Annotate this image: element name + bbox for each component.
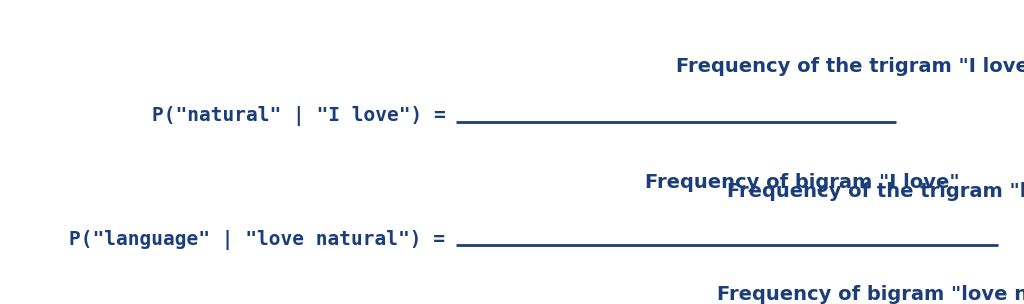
Text: P("natural" | "I love") =: P("natural" | "I love") = xyxy=(152,105,445,126)
Text: Frequency of bigram "love natural": Frequency of bigram "love natural" xyxy=(717,285,1024,304)
Text: Frequency of the trigram "I love natural": Frequency of the trigram "I love natural… xyxy=(676,57,1024,76)
Text: Frequency of bigram "I love": Frequency of bigram "I love" xyxy=(645,173,959,192)
Text: P("language" | "love natural") =: P("language" | "love natural") = xyxy=(70,230,445,250)
Text: Frequency of the trigram "love natural language": Frequency of the trigram "love natural l… xyxy=(727,182,1024,201)
